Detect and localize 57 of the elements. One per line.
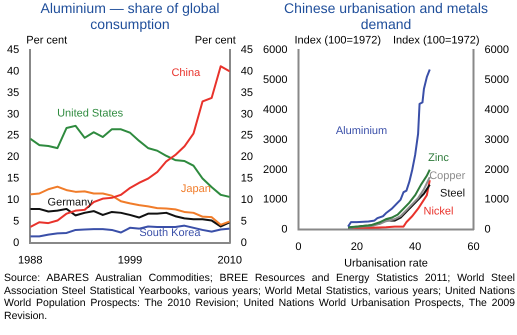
y2-tick-label: 0 — [484, 224, 491, 236]
series-label: Nickel — [424, 206, 454, 218]
y-tick-label: 3000 — [262, 134, 288, 146]
y2-tick-label: 3000 — [484, 134, 510, 146]
y-axis-title: Index (100=1972) — [294, 34, 382, 47]
y-tick-label: 4000 — [262, 104, 288, 116]
y2-tick-label: 35 — [240, 86, 254, 99]
y2-axis-title: Per cent — [194, 34, 236, 47]
y-tick-label: 6000 — [262, 44, 288, 56]
series-label: Zinc — [428, 152, 450, 164]
y2-tick-label: 20 — [240, 151, 254, 164]
y2-tick-label: 5000 — [484, 74, 510, 86]
chart-title: Chinese urbanisation and metals demand — [283, 0, 489, 32]
y-tick-label: 45 — [6, 44, 20, 56]
chart-title: Aluminium — share of global consumption — [40, 0, 220, 32]
x-tick-label: 60 — [467, 241, 480, 254]
y2-tick-label: 25 — [240, 130, 254, 142]
y-tick-label: 5000 — [262, 74, 288, 86]
x-tick-label: 1999 — [118, 254, 142, 266]
y-tick-label: 5 — [13, 215, 20, 228]
y2-tick-label: 2000 — [484, 164, 510, 176]
x-tick-label: 2010 — [218, 254, 242, 266]
y2-tick-label: 40 — [240, 65, 254, 78]
series-label: Steel — [440, 188, 466, 200]
x-tick-label: 20 — [350, 241, 363, 254]
series-label: China — [171, 67, 202, 80]
series-label: Germany — [48, 196, 94, 208]
y-axis-title: Per cent — [26, 34, 68, 47]
y-tick-label: 20 — [6, 151, 20, 164]
text: Aluminium — [336, 124, 388, 137]
series-label: South Korea — [139, 227, 202, 240]
y-tick-label: 25 — [6, 130, 20, 142]
x-tick-label: 40 — [409, 241, 422, 254]
y-tick-label: 2000 — [262, 164, 288, 176]
y-tick-label: 35 — [6, 86, 20, 99]
series-label: United States — [57, 108, 124, 120]
y2-tick-label: 5 — [240, 215, 247, 228]
y-tick-label: 40 — [6, 65, 20, 78]
x-tick-label: 0 — [295, 241, 302, 254]
y2-tick-label: 4000 — [484, 104, 510, 116]
y-tick-label: 15 — [6, 172, 20, 185]
x-axis-title: Urbanisation rate — [344, 257, 428, 270]
y2-tick-label: 45 — [240, 44, 254, 56]
series-label: Japan — [180, 182, 211, 195]
y-tick-label: 1000 — [262, 194, 288, 206]
y-tick-label: 10 — [6, 194, 20, 206]
y2-tick-label: 1000 — [484, 194, 510, 206]
y-tick-label: 0 — [281, 224, 288, 236]
x-tick-label: 1988 — [18, 254, 42, 266]
y-tick-label: 30 — [6, 108, 20, 120]
y2-tick-label: 10 — [240, 194, 254, 206]
source-note: Source: ABARES Australian Commodities; BREE Resources and Energy Statistics 2011; World Steel Association Steel Statistical Yearbooks, various years; World Metal Statistics, various years; United Nations World Population Prospects: The 2010 Revision; United Nations World Urbanisation Prospects, The 2009 Revision. — [3, 271, 516, 322]
series-label: Copper — [429, 170, 466, 182]
y2-tick-label: 6000 — [484, 44, 510, 56]
y2-tick-label: 15 — [240, 172, 254, 185]
y2-tick-label: 30 — [240, 108, 254, 120]
y2-axis-title: Index (100=1972) — [392, 34, 480, 47]
